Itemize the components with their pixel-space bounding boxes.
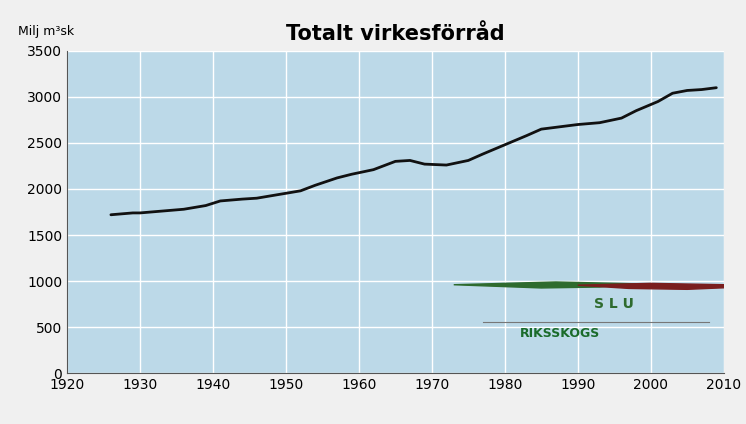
Title: Totalt virkesförråd: Totalt virkesförråd: [286, 24, 505, 44]
Polygon shape: [577, 283, 746, 289]
Polygon shape: [454, 282, 636, 288]
Text: Milj m³sk: Milj m³sk: [18, 25, 74, 38]
Text: S L U: S L U: [595, 297, 634, 311]
Text: RIKSSKOGS: RIKSSKOGS: [519, 327, 600, 340]
